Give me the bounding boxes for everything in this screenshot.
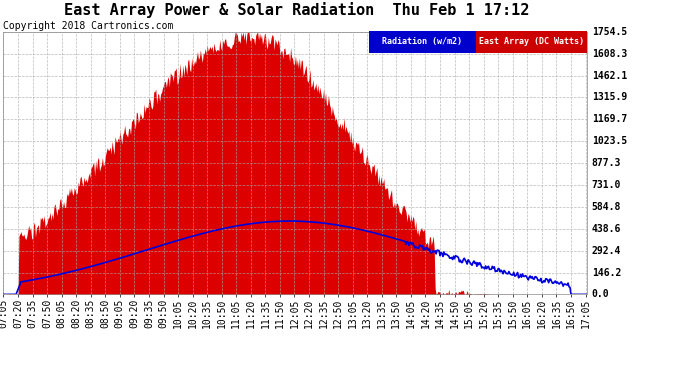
Text: East Array Power & Solar Radiation  Thu Feb 1 17:12: East Array Power & Solar Radiation Thu F…: [64, 2, 529, 18]
Text: 731.0: 731.0: [591, 180, 621, 190]
Text: 1462.1: 1462.1: [591, 70, 627, 81]
Text: 1608.3: 1608.3: [591, 49, 627, 59]
Text: 438.6: 438.6: [591, 224, 621, 234]
Text: East Array (DC Watts): East Array (DC Watts): [479, 37, 584, 46]
Text: 292.4: 292.4: [591, 246, 621, 256]
Text: 0.0: 0.0: [591, 290, 609, 299]
Text: 1315.9: 1315.9: [591, 93, 627, 102]
Text: 584.8: 584.8: [591, 202, 621, 212]
Text: Copyright 2018 Cartronics.com: Copyright 2018 Cartronics.com: [3, 21, 174, 31]
Text: 146.2: 146.2: [591, 267, 621, 278]
Text: 1169.7: 1169.7: [591, 114, 627, 125]
Text: 1754.5: 1754.5: [591, 27, 627, 37]
Text: 1023.5: 1023.5: [591, 136, 627, 146]
Text: Radiation (w/m2): Radiation (w/m2): [382, 37, 462, 46]
Text: 877.3: 877.3: [591, 158, 621, 168]
